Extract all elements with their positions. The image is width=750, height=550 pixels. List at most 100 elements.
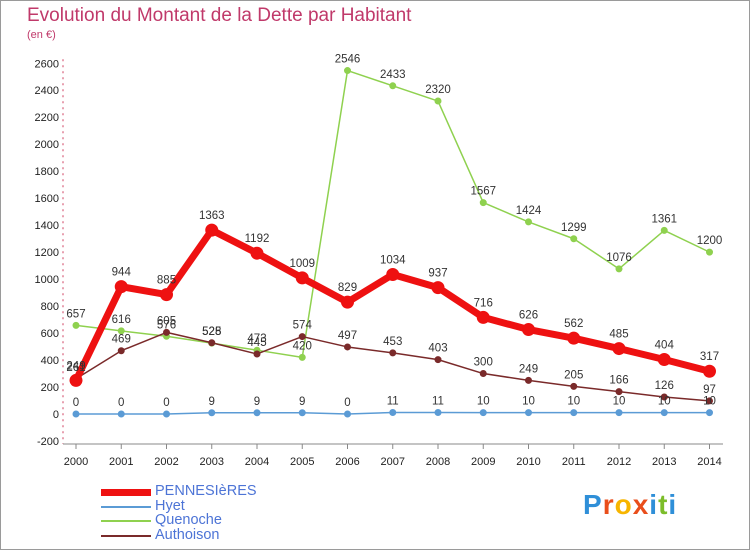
- data-label: 2433: [380, 69, 406, 81]
- data-label: 261: [66, 362, 85, 374]
- data-label: 9: [254, 396, 260, 408]
- data-label: 9: [299, 396, 305, 408]
- data-label: 420: [293, 340, 312, 352]
- data-label: 0: [73, 397, 79, 409]
- y-tick-label: 800: [41, 301, 59, 313]
- data-label: 10: [567, 396, 580, 408]
- logo-letter: x: [632, 489, 650, 520]
- data-point: [431, 281, 445, 295]
- data-point: [389, 82, 397, 90]
- data-point: [570, 409, 578, 417]
- data-label: 562: [564, 318, 583, 330]
- y-tick-label: -200: [37, 436, 59, 448]
- data-label: 404: [655, 340, 675, 352]
- data-point: [525, 376, 532, 384]
- x-tick-label: 2008: [426, 456, 450, 468]
- data-point: [160, 288, 173, 302]
- y-tick-label: 1800: [35, 166, 59, 178]
- y-tick-label: 200: [41, 382, 59, 394]
- data-label: 445: [247, 337, 266, 349]
- logo-letter: P: [583, 489, 603, 520]
- data-point: [205, 223, 219, 237]
- x-tick-label: 2011: [562, 456, 586, 468]
- x-tick-label: 2009: [471, 456, 495, 468]
- data-point: [479, 370, 487, 378]
- data-label: 205: [564, 369, 583, 381]
- data-point: [657, 353, 671, 367]
- data-label: 249: [519, 363, 538, 375]
- data-label: 574: [293, 320, 313, 332]
- data-point: [434, 356, 442, 364]
- data-point: [163, 410, 170, 418]
- data-label: 937: [428, 268, 447, 280]
- data-label: 1424: [516, 205, 542, 217]
- x-tick-label: 2014: [697, 456, 721, 468]
- data-point: [114, 280, 128, 294]
- data-point: [117, 347, 125, 355]
- data-point: [476, 310, 490, 324]
- series-line: [301, 69, 710, 358]
- data-label: 616: [112, 314, 131, 326]
- y-tick-label: 2000: [35, 139, 59, 151]
- data-label: 1363: [199, 210, 225, 222]
- y-tick-label: 1200: [35, 247, 59, 259]
- data-point: [615, 409, 623, 417]
- data-point: [386, 268, 400, 282]
- data-point: [479, 199, 487, 207]
- data-label: 657: [66, 308, 85, 320]
- data-point: [253, 409, 261, 417]
- legend-swatch: [101, 534, 151, 537]
- legend-label: Authoison: [155, 526, 220, 543]
- logo-letter: o: [614, 489, 633, 520]
- data-point: [208, 409, 216, 417]
- data-label: 626: [519, 310, 538, 322]
- data-point: [117, 410, 125, 418]
- legend-label: PENNESIèRES: [155, 483, 257, 499]
- x-tick-label: 2010: [516, 456, 540, 468]
- chart-series: [69, 67, 716, 418]
- data-label: 0: [163, 397, 169, 409]
- data-label: 300: [474, 357, 493, 369]
- data-label: 605: [157, 315, 176, 327]
- y-tick-label: 400: [41, 355, 59, 367]
- y-tick-label: 600: [41, 328, 59, 340]
- data-label: 249: [66, 360, 85, 372]
- logo-letter: i: [668, 489, 678, 520]
- data-point: [295, 271, 309, 285]
- data-point: [703, 364, 716, 378]
- y-tick-label: 1400: [35, 220, 59, 232]
- data-label: 1567: [470, 186, 496, 198]
- series-line: [75, 324, 303, 359]
- data-label: 473: [247, 333, 266, 345]
- series-pennesières: [69, 223, 716, 387]
- data-point: [706, 397, 713, 405]
- data-label: 10: [703, 396, 716, 408]
- data-point: [570, 235, 578, 243]
- data-point: [72, 321, 80, 329]
- data-point: [298, 353, 306, 361]
- data-label: 1192: [245, 233, 270, 245]
- data-label: 403: [428, 343, 447, 355]
- data-point: [117, 327, 125, 335]
- data-point: [344, 67, 351, 75]
- logo-letter: t: [658, 489, 669, 520]
- data-point: [570, 382, 578, 390]
- x-tick-label: 2006: [335, 456, 359, 468]
- data-point: [253, 350, 261, 358]
- data-label: 166: [609, 375, 628, 387]
- data-label: 485: [609, 329, 628, 341]
- chart-title: Evolution du Montant de la Dette par Hab…: [27, 5, 412, 26]
- data-point: [434, 97, 442, 105]
- y-tick-label: 2600: [35, 58, 59, 70]
- proxiti-logo: Proxiti: [583, 489, 677, 521]
- data-point: [250, 246, 264, 260]
- y-tick-label: 1600: [35, 193, 59, 205]
- data-point: [298, 409, 306, 417]
- data-point: [434, 409, 442, 417]
- data-point: [525, 218, 532, 226]
- y-tick-label: 1000: [35, 274, 59, 286]
- data-point: [522, 323, 535, 337]
- data-point: [660, 393, 668, 401]
